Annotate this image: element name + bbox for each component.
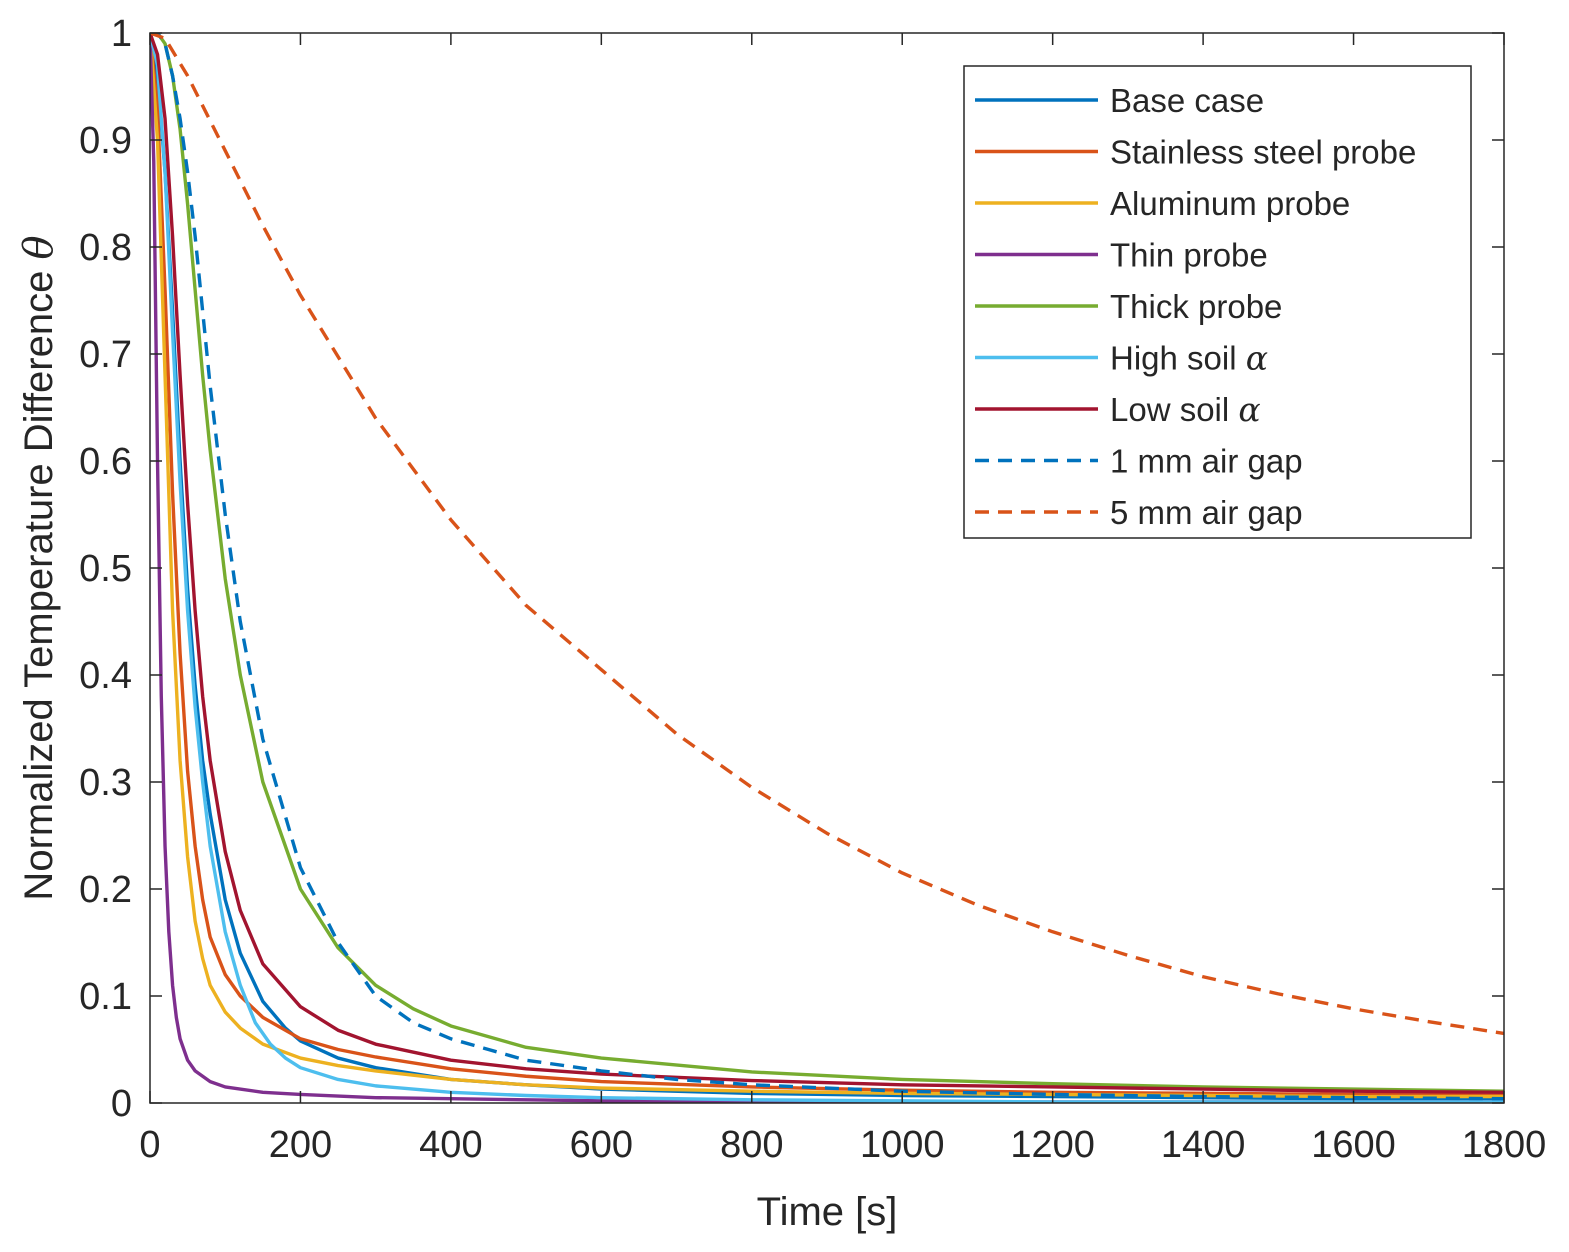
legend-label-2: Stainless steel probe — [1110, 134, 1416, 171]
legend-label-9: 5 mm air gap — [1110, 494, 1303, 531]
x-tick-label: 1400 — [1161, 1124, 1246, 1166]
legend-label-3: Aluminum probe — [1110, 185, 1350, 222]
series-layer — [150, 33, 1504, 1103]
x-tick-label: 200 — [269, 1124, 332, 1166]
series-line-7 — [150, 33, 1504, 1094]
legend-label-text: Low soil — [1110, 391, 1238, 428]
legend-label-4: Thin probe — [1110, 237, 1268, 274]
y-axis-label: Normalized Temperature Difference θ — [16, 235, 62, 900]
series-line-8 — [150, 33, 1504, 1101]
legend-label-5: Thick probe — [1110, 288, 1282, 325]
y-tick-label: 0.7 — [79, 334, 132, 376]
x-tick-label: 1800 — [1462, 1124, 1547, 1166]
y-tick-label: 0 — [111, 1083, 132, 1125]
y-tick-label: 0.3 — [79, 762, 132, 804]
legend-label-text: Base case — [1110, 82, 1264, 119]
series-line-3 — [150, 33, 1504, 1099]
y-tick-label: 0.8 — [79, 227, 132, 269]
y-tick-label: 0.2 — [79, 869, 132, 911]
legend-label-text: 1 mm air gap — [1110, 443, 1303, 480]
x-tick-label: 800 — [720, 1124, 783, 1166]
axis-ticks: 0 200 400 600 800 1000 1200 1400 1600 1800 0 0.1 0.2… — [79, 13, 1546, 1166]
legend-label-1: Base case — [1110, 82, 1264, 119]
y-axis-label-theta: θ — [16, 235, 62, 259]
y-axis-label-text: Normalized Temperature Difference — [17, 260, 61, 901]
legend-label-text: 5 mm air gap — [1110, 494, 1303, 531]
y-tick-label: 0.5 — [79, 548, 132, 590]
x-tick-label: 600 — [570, 1124, 633, 1166]
legend-label-text: Stainless steel probe — [1110, 134, 1416, 171]
legend-label-symbol: α — [1238, 390, 1260, 429]
legend-items: Base case Stainless steel probe Aluminum p… — [975, 82, 1416, 531]
legend-label-8: 1 mm air gap — [1110, 443, 1303, 480]
y-tick-label: 0.6 — [79, 441, 132, 483]
y-tick-label: 0.1 — [79, 976, 132, 1018]
series-line-6 — [150, 33, 1504, 1103]
legend-label-text: Aluminum probe — [1110, 185, 1350, 222]
y-tick-label: 1 — [111, 13, 132, 55]
series-line-9 — [150, 33, 1504, 1036]
series-line-5 — [150, 33, 1504, 1093]
y-tick-label: 0.9 — [79, 120, 132, 162]
x-tick-label: 1000 — [860, 1124, 945, 1166]
legend-label-text: High soil — [1110, 340, 1246, 377]
legend-label-text: Thin probe — [1110, 237, 1268, 274]
x-tick-label: 1200 — [1010, 1124, 1095, 1166]
x-axis-label: Time [s] — [757, 1190, 898, 1234]
x-tick-label: 1600 — [1311, 1124, 1396, 1166]
legend-label-6: High soil α — [1110, 339, 1268, 378]
legend-label-symbol: α — [1246, 339, 1268, 378]
x-tick-label: 0 — [139, 1124, 160, 1166]
x-tick-label: 400 — [419, 1124, 482, 1166]
legend-label-text: Thick probe — [1110, 288, 1282, 325]
legend: Base case Stainless steel probe Aluminum p… — [963, 65, 1472, 539]
y-tick-label: 0.4 — [79, 655, 132, 697]
legend-label-7: Low soil α — [1110, 390, 1261, 429]
